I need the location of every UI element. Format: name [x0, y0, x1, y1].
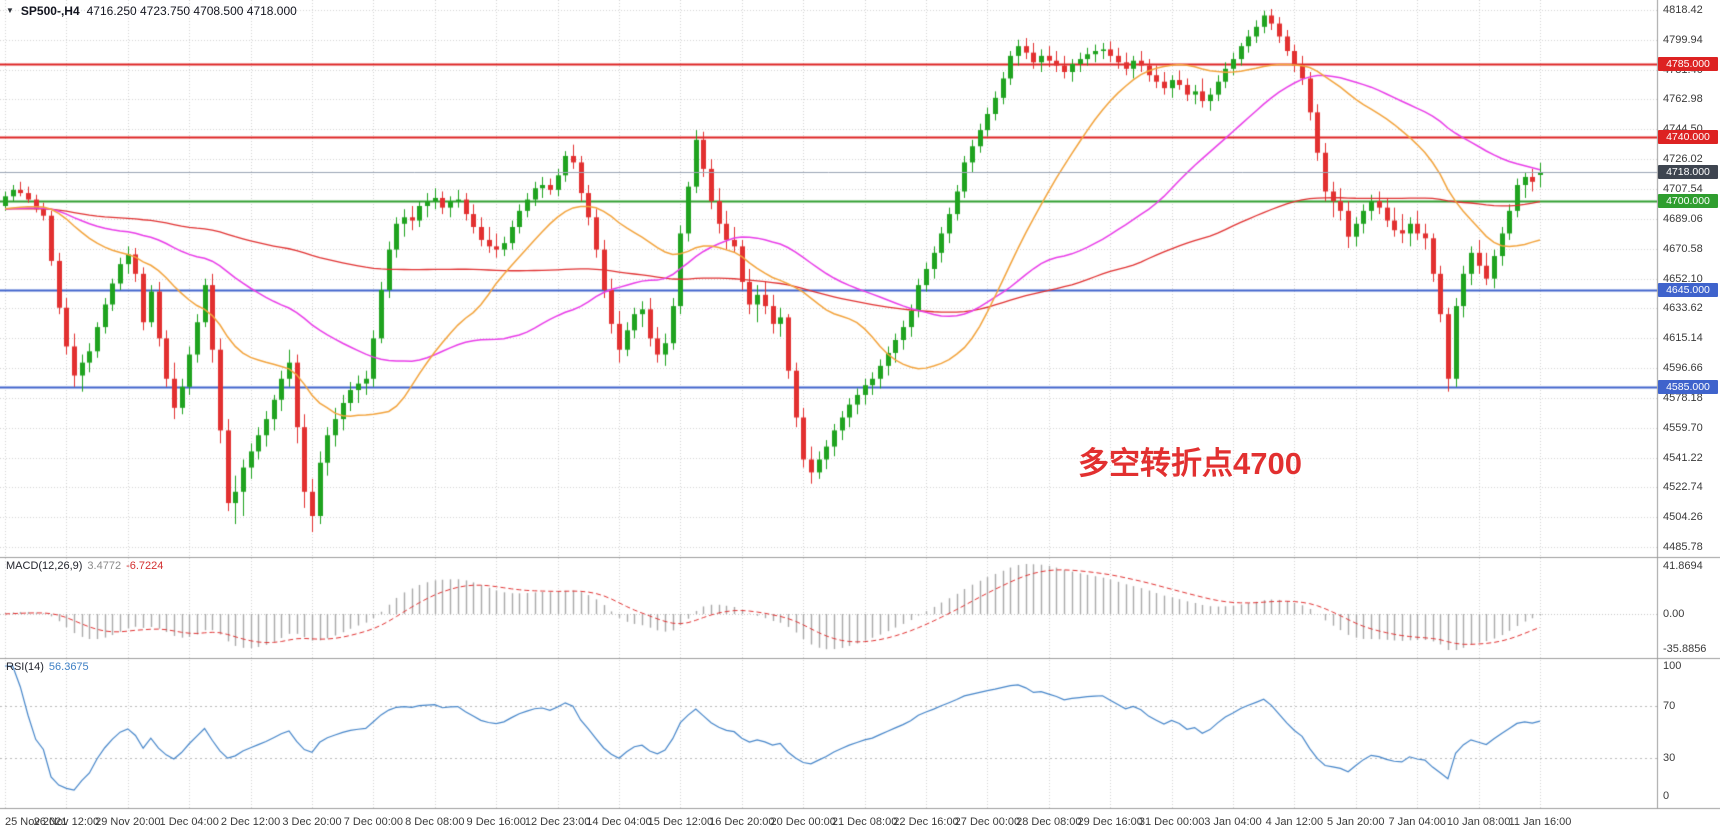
price-tick: 4707.54 — [1663, 182, 1703, 195]
time-label: 22 Dec 16:00 — [893, 816, 959, 828]
time-label: 21 Dec 08:00 — [831, 816, 898, 828]
rsi-tick: 100 — [1663, 660, 1682, 672]
price-tick: 4522.74 — [1663, 481, 1703, 494]
rsi-tick: 0 — [1663, 790, 1670, 802]
price-tick: 4633.62 — [1663, 302, 1703, 315]
price-tick: 4799.94 — [1663, 33, 1703, 46]
time-label: 15 Dec 12:00 — [647, 816, 714, 828]
rsi-label: RSI(14) 56.3675 — [6, 661, 89, 673]
time-label: 26 Nov 12:00 — [33, 816, 100, 828]
rsi-tick: 70 — [1663, 699, 1676, 712]
macd-name: MACD(12,26,9) — [6, 560, 83, 572]
price-tick: 4762.98 — [1663, 93, 1703, 106]
time-label: 28 Dec 08:00 — [1016, 816, 1082, 828]
time-label: 25 Nov 2021 — [5, 816, 68, 828]
collapse-icon[interactable]: ▼ — [6, 6, 14, 15]
price-tick: 4578.18 — [1663, 391, 1703, 404]
price-tick: 4818.42 — [1663, 3, 1703, 16]
macd-main-value: 3.4772 — [87, 560, 122, 572]
price-tick: 4652.10 — [1663, 272, 1703, 285]
price-tag-4785: 4785.000 — [1658, 56, 1718, 71]
rsi-tick: 30 — [1663, 752, 1676, 765]
time-label: 5 Jan 20:00 — [1327, 816, 1385, 828]
time-label: 3 Dec 20:00 — [282, 816, 342, 828]
time-label: 9 Dec 16:00 — [466, 816, 526, 828]
time-label: 27 Dec 00:00 — [954, 816, 1021, 828]
symbol-timeframe: SP500-,H4 — [20, 4, 80, 18]
time-label: 1 Dec 04:00 — [159, 816, 219, 828]
time-label: 3 Jan 04:00 — [1204, 816, 1262, 828]
price-tick: 4670.58 — [1663, 242, 1703, 255]
price-tick: 4485.78 — [1663, 541, 1703, 554]
time-label: 14 Dec 04:00 — [586, 816, 652, 828]
time-label: 4 Jan 12:00 — [1265, 816, 1324, 828]
time-label: 16 Dec 20:00 — [709, 816, 775, 828]
rsi-name: RSI(14) — [6, 661, 44, 673]
price-tick: 4559.70 — [1663, 421, 1703, 434]
price-tick: 4615.14 — [1663, 332, 1703, 345]
price-tag-4585: 4585.000 — [1658, 379, 1718, 394]
price-tick: 4596.66 — [1663, 362, 1703, 374]
rsi-value: 56.3675 — [48, 661, 89, 673]
price-tick: 4541.22 — [1663, 451, 1703, 464]
macd-tick: -35.8856 — [1663, 643, 1707, 655]
annotation-text: 多空转折点4700 — [1078, 446, 1302, 481]
price-tag-4718: 4718.000 — [1658, 165, 1718, 180]
ohlc-readout: 4716.250 4723.750 4708.500 4718.000 — [86, 4, 297, 18]
time-label: 29 Nov 20:00 — [95, 816, 161, 828]
macd-label: MACD(12,26,9) 3.4772 -6.7224 — [6, 560, 163, 572]
price-tick: 4726.02 — [1663, 153, 1703, 166]
time-label: 8 Dec 08:00 — [405, 816, 465, 828]
price-tick: 4504.26 — [1663, 511, 1703, 524]
price-tag-4645: 4645.000 — [1658, 282, 1718, 297]
price-tag-4740: 4740.000 — [1658, 129, 1718, 144]
macd-tick: 0.00 — [1663, 608, 1685, 621]
time-label: 7 Jan 04:00 — [1388, 816, 1446, 828]
time-label: 20 Dec 00:00 — [770, 816, 836, 828]
time-label: 2 Dec 12:00 — [220, 816, 281, 828]
time-label: 29 Dec 16:00 — [1077, 816, 1143, 828]
macd-tick: 41.8694 — [1663, 560, 1703, 572]
time-label: 11 Jan 16:00 — [1508, 816, 1572, 828]
macd-signal-value: -6.7224 — [126, 560, 164, 572]
time-label: 10 Jan 08:00 — [1446, 816, 1511, 828]
chart-title: ▼ SP500-,H4 4716.250 4723.750 4708.500 4… — [6, 4, 297, 18]
price-tick: 4689.06 — [1663, 212, 1703, 225]
price-tag-4700: 4700.000 — [1658, 194, 1718, 209]
time-label: 12 Dec 23:00 — [524, 816, 591, 828]
time-label: 31 Dec 00:00 — [1138, 816, 1205, 828]
time-label: 7 Dec 00:00 — [343, 816, 404, 828]
